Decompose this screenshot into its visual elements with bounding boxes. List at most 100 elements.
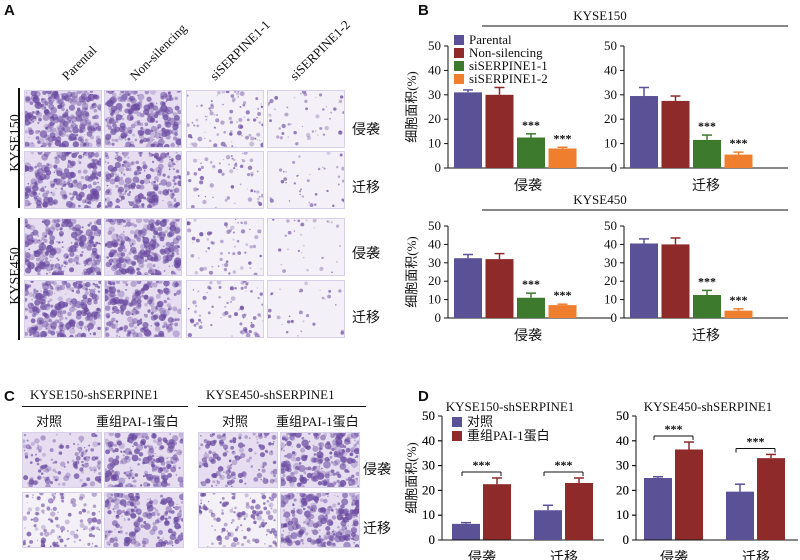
bar [548,148,577,168]
y-tick-label: 0 [435,160,442,175]
y-tick-label: 40 [422,433,435,448]
x-category-label: 侵袭 [514,327,542,344]
bar [726,491,754,540]
bar [454,258,482,318]
y-tick-label: 50 [616,408,629,423]
micrograph [24,280,102,338]
chart-d-kyse150: 01020304050***侵袭01020304050***迁移细胞面积(%)K… [404,399,604,560]
legend-label: 重组PAI-1蛋白 [467,428,550,443]
column-title-non-silencing: Non-silencing [126,20,190,84]
y-tick-label: 50 [604,38,617,53]
y-axis-label: 细胞面积(%) [404,236,419,308]
panel-b-letter: B [418,2,429,19]
column-title-parental: Parental [58,42,100,84]
bar [452,523,480,540]
significance-label: *** [554,288,572,302]
legend-swatch [454,74,464,84]
significance-label: *** [555,458,573,472]
row-title-kyse150: KYSE150 [8,114,23,172]
significance-label: *** [522,118,540,132]
assay-label: 迁移 [352,311,380,326]
y-tick-label: 40 [604,62,617,77]
y-tick-label: 30 [422,458,435,473]
micrograph [24,218,102,276]
assay-label: 侵袭 [363,463,391,478]
x-category-label: 侵袭 [468,549,496,560]
bar [724,154,753,168]
y-tick-label: 40 [616,433,629,448]
significance-label: *** [730,136,748,150]
column-title-pai: 重组PAI-1蛋白 [96,414,179,429]
y-tick-label: 20 [422,482,435,497]
assay-label: 侵袭 [352,247,380,262]
legend-swatch [452,431,462,441]
row-title-kyse450: KYSE450 [8,247,23,305]
micrograph [24,90,102,148]
y-tick-label: 20 [428,273,441,288]
y-tick-label: 50 [616,408,629,423]
micrograph [104,432,184,488]
x-category-label: 侵袭 [514,177,542,194]
significance-label: *** [522,277,540,291]
micrograph [104,218,182,276]
y-tick-label: 30 [422,458,435,473]
significance-label: *** [554,131,572,145]
group-underline [198,406,366,407]
y-tick-label: 50 [604,218,617,233]
bar [485,94,514,168]
y-axis-label: 细胞面积(%) [404,71,419,143]
y-tick-label: 30 [604,87,617,102]
chart-title: KYSE150-shSERPINE1 [446,399,575,414]
bar [661,100,690,168]
x-category-label: 迁移 [550,550,578,560]
chart-b-kyse450: 0 10 20 30 40 50 *** *** 侵袭 0 10 20 30 40 50 *** *** 迁移 细胞… [404,192,788,344]
legend-swatch [454,48,464,58]
bar [517,137,545,168]
y-tick-label: 30 [604,255,617,270]
bar [630,243,658,318]
bar [454,92,482,168]
micrograph [104,90,182,148]
bar [724,310,753,318]
y-tick-label: 10 [604,292,617,307]
row-bracket-kyse150 [18,88,20,208]
column-title-control: 对照 [36,414,63,429]
micrograph [267,151,345,209]
bar [757,458,785,540]
y-tick-label: 40 [428,236,441,251]
legend-swatch [452,417,462,427]
chart-b-kyse150: 0 10 20 30 40 50 *** *** 侵袭 0 10 20 30 40 50 *** *** 迁移 细胞… [404,8,788,194]
column-title-si2: siSERPINE1-2 [286,17,353,84]
y-tick-label: 0 [623,532,630,547]
significance-label: *** [665,422,683,436]
x-category-label: 迁移 [692,328,720,344]
y-tick-label: 20 [616,482,629,497]
bar [548,305,577,318]
y-tick-label: 40 [422,433,435,448]
micrograph [22,492,102,548]
y-axis-label: 细胞面积(%) [404,442,419,514]
legend-label: Parental [469,32,512,47]
bar [675,449,703,540]
y-tick-label: 10 [422,507,435,522]
y-tick-label: 0 [611,160,618,175]
y-tick-label: 30 [428,255,441,270]
chart-title: KYSE450 [573,192,626,207]
y-tick-label: 50 [422,408,435,423]
micrograph [198,432,278,488]
y-tick-label: 10 [428,292,441,307]
y-tick-label: 40 [428,62,441,77]
assay-label: 迁移 [363,522,391,537]
micrograph [104,151,182,209]
bar [661,244,690,318]
significance-label: *** [698,119,716,133]
micrograph [186,90,264,148]
legend-swatch [454,35,464,45]
legend-label: siSERPINE1-1 [469,58,548,73]
micrograph [267,90,345,148]
bar [565,482,593,540]
significance-label: *** [473,458,491,472]
y-tick-label: 0 [435,310,442,325]
y-tick-label: 20 [604,111,617,126]
chart-title: KYSE450-shSERPINE1 [644,399,773,414]
